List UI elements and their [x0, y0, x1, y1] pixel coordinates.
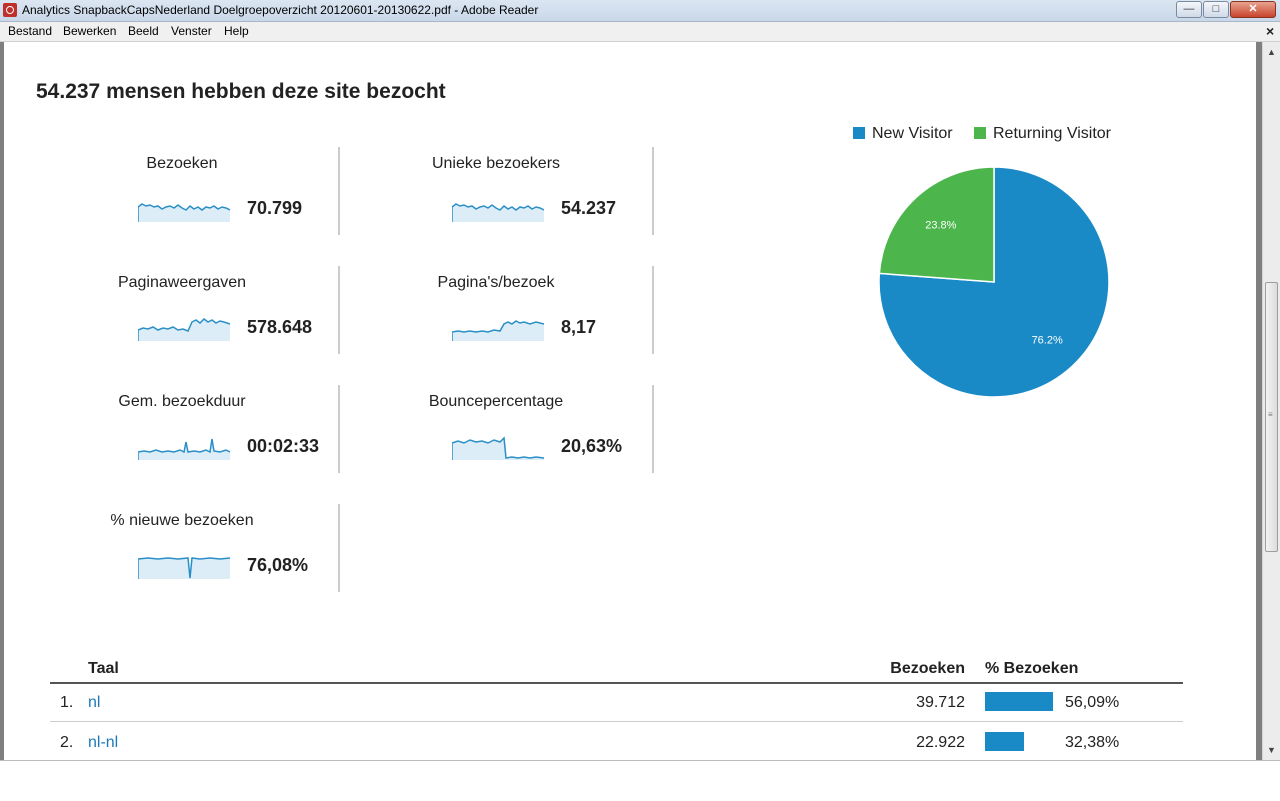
row-pct-bar — [985, 732, 1024, 751]
metric-paginas-per-bezoek: Pagina's/bezoek 8,17 — [368, 266, 668, 354]
legend-swatch — [853, 127, 865, 139]
metric-value: 578.648 — [247, 317, 313, 337]
metric-bouncepercentage: Bouncepercentage 20,63% — [368, 385, 668, 473]
metric-value: 70.799 — [247, 198, 303, 218]
close-window-button[interactable]: ✕ — [1230, 1, 1276, 18]
legend-label: New Visitor — [872, 125, 953, 142]
sparkline — [138, 557, 230, 579]
maximize-button[interactable]: □ — [1203, 1, 1229, 18]
metric-label: Unieke bezoekers — [431, 155, 561, 172]
metric-gem-bezoekduur: Gem. bezoekduur 00:02:33 — [54, 385, 354, 473]
table-header-divider — [50, 682, 1183, 684]
metric-value: 8,17 — [561, 317, 597, 337]
menu-help[interactable]: Help — [224, 24, 249, 38]
metric-nieuwe-bezoeken: % nieuwe bezoeken 76,08% — [54, 504, 354, 592]
row-visits: 39.712 — [916, 694, 965, 711]
metric-divider — [338, 504, 340, 592]
window-title-bar: Analytics SnapbackCapsNederland Doelgroe… — [0, 0, 1280, 22]
sparkline — [452, 436, 544, 460]
pie-slice-returning-visitor — [878, 166, 995, 283]
row-pct-bar — [985, 692, 1053, 711]
minimize-button[interactable]: — — [1176, 1, 1202, 18]
sparkline — [138, 203, 230, 222]
table-header-bezoeken: Bezoeken — [890, 660, 965, 677]
metric-divider — [338, 385, 340, 473]
row-rank: 2. — [60, 734, 74, 751]
visitor-pie-chart: 76.2% 23.8% — [878, 166, 1110, 398]
report-heading: 54.237 mensen hebben deze site bezocht — [36, 80, 446, 103]
sparkline — [452, 203, 544, 222]
metric-divider — [652, 266, 654, 354]
close-document-icon[interactable]: × — [1266, 23, 1275, 39]
table-header-taal: Taal — [88, 660, 119, 677]
metric-label: % nieuwe bezoeken — [110, 512, 254, 529]
legend-swatch — [974, 127, 986, 139]
document-viewport: 54.237 mensen hebben deze site bezocht B… — [0, 42, 1262, 760]
sparkline — [452, 320, 544, 341]
sparkline — [138, 438, 230, 460]
menu-beeld[interactable]: Beeld — [128, 24, 159, 38]
sparkline — [138, 318, 230, 341]
metric-paginaweergaven: Paginaweergaven 578.648 — [54, 266, 354, 354]
metric-value: 76,08% — [247, 555, 309, 575]
row-language-link[interactable]: nl-nl — [88, 734, 119, 751]
metric-label: Paginaweergaven — [117, 274, 247, 291]
metric-label: Gem. bezoekduur — [118, 393, 246, 410]
legend-new-visitor: New Visitor — [853, 125, 953, 143]
grip-icon: ≡ — [1268, 410, 1273, 419]
legend-label: Returning Visitor — [993, 125, 1111, 142]
pie-slice-new-visitor — [878, 166, 1110, 398]
menu-bestand[interactable]: Bestand — [8, 24, 53, 38]
pie-slice-label: 23.8% — [925, 220, 956, 232]
legend-returning-visitor: Returning Visitor — [974, 125, 1111, 143]
pdf-page: 54.237 mensen hebben deze site bezocht B… — [4, 42, 1256, 760]
metric-unieke-bezoekers: Unieke bezoekers 54.237 — [368, 147, 668, 235]
vertical-scrollbar[interactable]: ▲ ≡ ▼ — [1262, 42, 1280, 760]
metric-label: Pagina's/bezoek — [437, 274, 555, 291]
row-language-link[interactable]: nl — [88, 694, 101, 711]
status-strip — [0, 760, 1280, 801]
row-rank: 1. — [60, 694, 74, 711]
pie-slice-label: 76.2% — [1032, 334, 1063, 346]
menu-bewerken[interactable]: Bewerken — [63, 24, 117, 38]
adobe-reader-icon — [3, 3, 17, 17]
metric-label: Bezoeken — [146, 155, 218, 172]
table-header-pct-bezoeken: % Bezoeken — [985, 660, 1079, 677]
row-visits: 22.922 — [916, 734, 965, 751]
metric-value: 54.237 — [561, 198, 617, 218]
metric-divider — [338, 266, 340, 354]
window-title: Analytics SnapbackCapsNederland Doelgroe… — [22, 3, 539, 17]
metric-value: 00:02:33 — [247, 436, 320, 456]
metric-label: Bouncepercentage — [428, 393, 564, 410]
row-pct: 32,38% — [1065, 734, 1120, 751]
menu-bar: Bestand Bewerken Beeld Venster Help × — [0, 22, 1280, 42]
scroll-up-icon[interactable]: ▲ — [1267, 47, 1276, 57]
scroll-down-icon[interactable]: ▼ — [1267, 745, 1276, 755]
metric-bezoeken: Bezoeken 70.799 — [54, 147, 354, 235]
menu-venster[interactable]: Venster — [171, 24, 212, 38]
row-pct: 56,09% — [1065, 694, 1120, 711]
metric-value: 20,63% — [561, 436, 623, 456]
metric-divider — [338, 147, 340, 235]
metric-divider — [652, 147, 654, 235]
metric-divider — [652, 385, 654, 473]
row-divider — [50, 721, 1183, 722]
scrollbar-thumb[interactable]: ≡ — [1265, 282, 1278, 552]
